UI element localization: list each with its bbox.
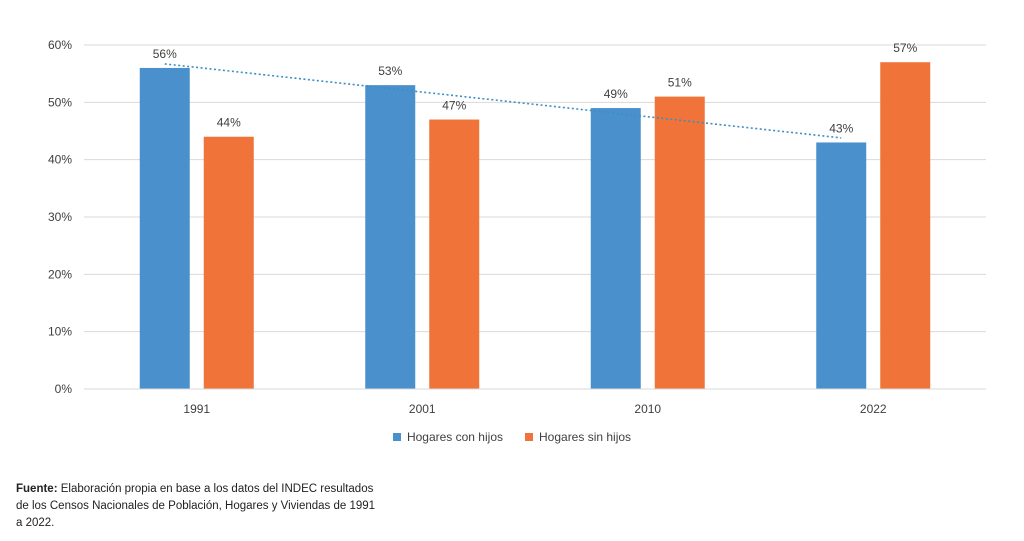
source-text: Elaboración propia en base a los datos d… xyxy=(16,483,376,529)
bar-sin-hijos-1991 xyxy=(203,136,254,389)
source-note: Fuente: Elaboración propia en base a los… xyxy=(16,481,376,532)
data-label: 49% xyxy=(604,87,628,101)
y-tick-label: 30% xyxy=(48,210,72,224)
bar-sin-hijos-2010 xyxy=(654,96,705,389)
y-tick-label: 10% xyxy=(48,325,72,339)
x-tick-label-2022: 2022 xyxy=(860,402,887,416)
source-label: Fuente: xyxy=(16,483,58,495)
x-tick-label-2010: 2010 xyxy=(634,402,661,416)
legend-item-con-hijos: Hogares con hijos xyxy=(392,430,503,444)
legend-swatch-con-hijos xyxy=(392,433,401,441)
trendline-con-hijos xyxy=(164,63,842,139)
bar-con-hijos-2022 xyxy=(816,142,867,389)
legend-label-sin-hijos: Hogares sin hijos xyxy=(539,430,632,444)
legend-swatch-sin-hijos xyxy=(525,433,533,441)
bar-sin-hijos-2022 xyxy=(880,62,931,389)
data-label: 51% xyxy=(668,76,692,90)
legend-item-sin-hijos: Hogares sin hijos xyxy=(525,430,631,444)
legend-label-con-hijos: Hogares con hijos xyxy=(406,430,503,444)
data-label: 43% xyxy=(829,121,853,135)
y-tick-label: 0% xyxy=(55,382,73,396)
bar-con-hijos-2010 xyxy=(590,108,641,390)
y-tick-label: 20% xyxy=(48,267,72,281)
data-label: 44% xyxy=(217,116,241,130)
bar-con-hijos-2001 xyxy=(365,85,416,389)
bar-sin-hijos-2001 xyxy=(429,119,480,390)
data-label: 57% xyxy=(893,41,917,55)
x-tick-label-1991: 1991 xyxy=(183,402,210,416)
data-label: 53% xyxy=(378,64,402,78)
data-label: 56% xyxy=(153,47,177,61)
bar-con-hijos-1991 xyxy=(139,67,190,389)
bar-chart: 0% 10% 20% 30% 40% 50% 60% 56% 44% 1991 53% 47% 2001… xyxy=(48,38,986,416)
y-tick-label: 60% xyxy=(48,38,72,52)
y-tick-label: 40% xyxy=(48,153,72,167)
data-label: 47% xyxy=(442,99,466,113)
y-tick-label: 50% xyxy=(48,95,72,109)
x-tick-label-2001: 2001 xyxy=(409,402,436,416)
legend: Hogares con hijos Hogares sin hijos xyxy=(0,430,1024,444)
